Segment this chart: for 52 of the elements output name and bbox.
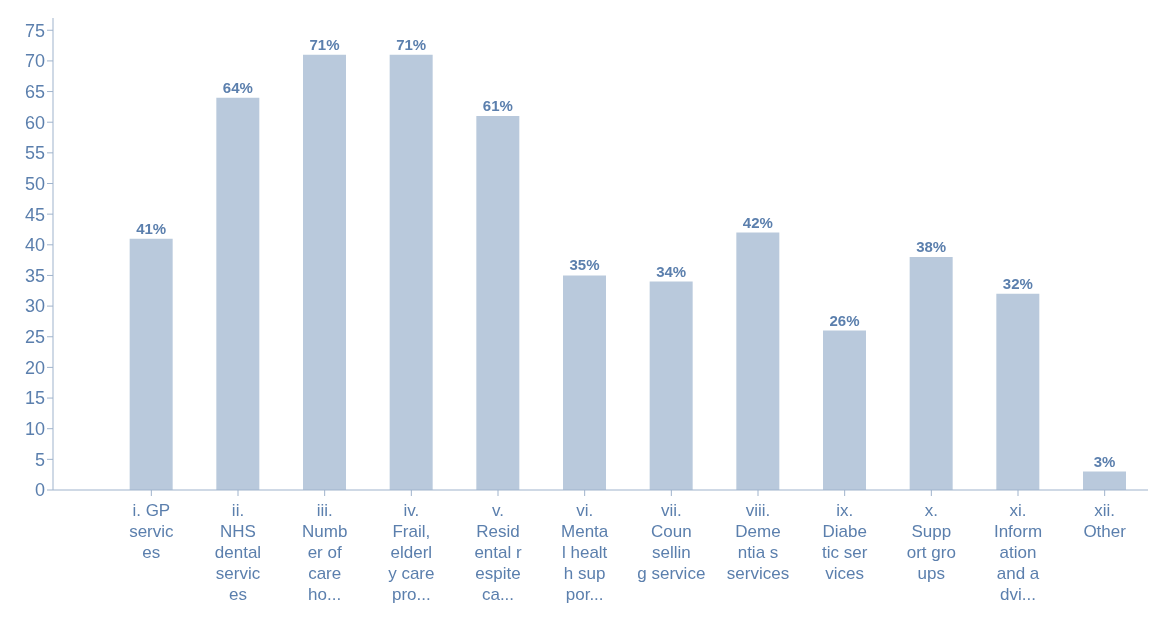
- x-tick-label: v. Resid ental r espite ca...: [474, 501, 522, 604]
- bar: [996, 293, 1040, 490]
- x-tick-label: i. GP servic es: [129, 501, 175, 562]
- y-tick-label: 25: [24, 327, 45, 348]
- bar: [1083, 471, 1126, 490]
- y-tick-label: 55: [24, 143, 45, 164]
- bar: [216, 97, 260, 490]
- y-tick-label: 0: [34, 480, 45, 501]
- y-tick-label: 50: [24, 173, 45, 194]
- data-label: 42%: [742, 213, 773, 231]
- y-tick-label: 35: [24, 265, 45, 286]
- x-tick-label: vi. Menta l healt h sup por...: [561, 501, 609, 604]
- y-tick-label: 70: [24, 51, 45, 72]
- y-tick-label: 60: [24, 112, 45, 133]
- y-tick-label: 30: [24, 296, 45, 317]
- bar: [129, 238, 173, 490]
- y-tick-label: 65: [24, 81, 45, 102]
- y-tick-label: 10: [24, 419, 45, 440]
- bar: [736, 232, 780, 490]
- y-tick-label: 5: [34, 449, 45, 470]
- data-label: 71%: [309, 35, 340, 53]
- y-tick-label: 75: [24, 20, 45, 41]
- y-tick-label: 40: [24, 235, 45, 256]
- data-label: 61%: [482, 97, 513, 115]
- bar: [649, 281, 693, 490]
- data-label: 26%: [829, 311, 860, 329]
- bar: [823, 330, 866, 490]
- x-tick-label: xi. Inform ation and a dvi...: [993, 501, 1043, 604]
- bar: [389, 54, 433, 490]
- x-tick-label: iv. Frail, elderl y care pro...: [388, 501, 435, 604]
- data-label: 41%: [136, 219, 167, 237]
- data-label: 64%: [222, 78, 253, 96]
- data-label: 34%: [656, 262, 687, 280]
- data-label: 38%: [916, 238, 947, 256]
- y-tick-label: 20: [24, 357, 45, 378]
- data-label: 3%: [1093, 452, 1116, 470]
- y-tick-label: 45: [24, 204, 45, 225]
- x-tick-label: ii. NHS dental servic es: [214, 501, 262, 604]
- bar: [563, 275, 606, 490]
- bar: [909, 257, 953, 490]
- data-label: 32%: [1002, 274, 1033, 292]
- bar: [303, 54, 346, 490]
- y-tick-label: 15: [24, 388, 45, 409]
- data-label: 35%: [569, 256, 600, 274]
- x-tick-label: viii. Deme ntia s services: [726, 501, 790, 583]
- x-tick-label: vii. Coun sellin g service: [637, 501, 706, 583]
- x-tick-label: ix. Diabe tic ser vices: [821, 501, 868, 583]
- data-label: 71%: [396, 35, 427, 53]
- x-tick-label: x. Supp ort gro ups: [906, 501, 956, 583]
- bar: [476, 116, 520, 490]
- x-tick-label: iii. Numb er of care ho...: [301, 501, 348, 604]
- x-tick-label: xii. Other: [1083, 501, 1127, 541]
